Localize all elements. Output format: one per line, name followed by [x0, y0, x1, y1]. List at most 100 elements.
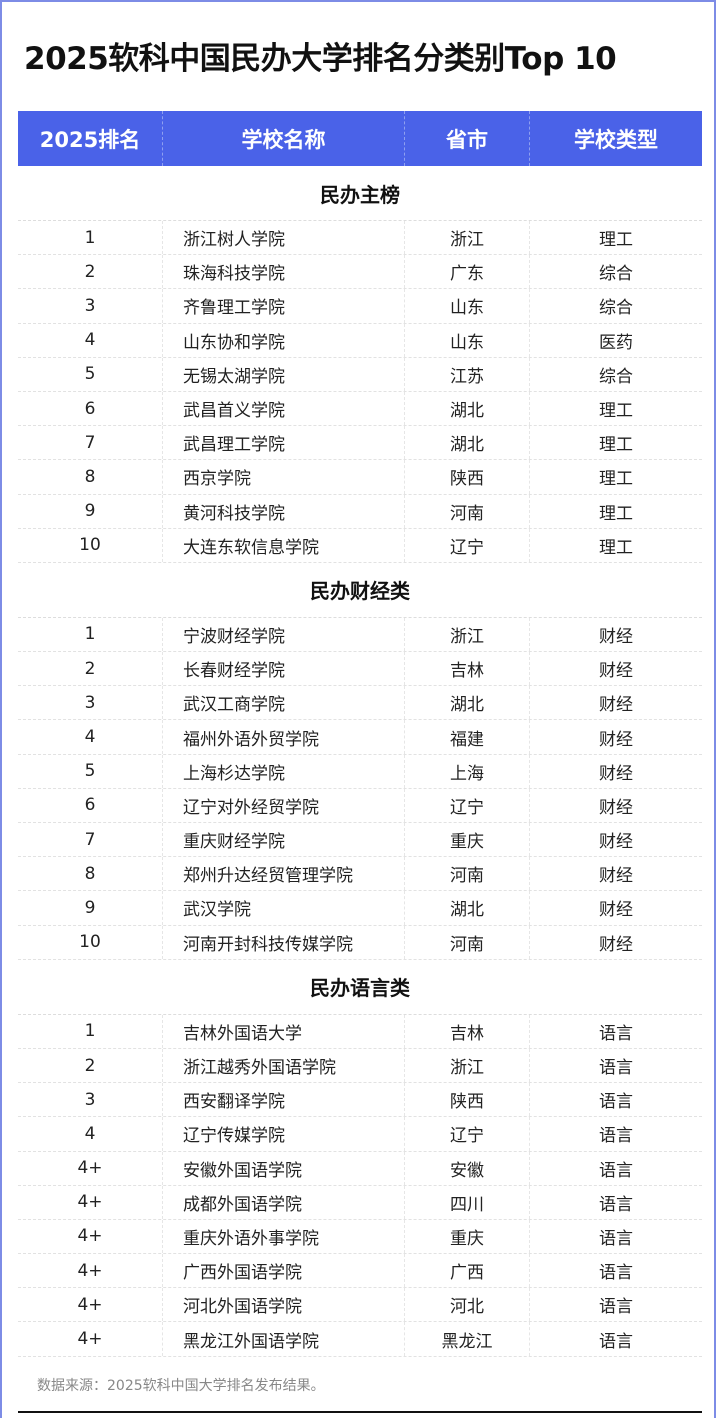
rank-cell: 4+	[77, 1158, 103, 1179]
table-row: 4+ 安徽外国语学院 安徽 语言	[18, 1151, 702, 1186]
table-row: 9 黄河科技学院 河南 理工	[18, 494, 702, 529]
type-cell: 理工	[529, 391, 702, 426]
school-cell: 吉林外国语大学	[162, 1014, 404, 1048]
province-cell: 浙江	[404, 617, 529, 652]
school-cell: 武昌首义学院	[162, 391, 404, 426]
rank-cell: 5	[84, 761, 96, 782]
type-cell: 财经	[529, 652, 702, 686]
province-cell: 河北	[404, 1288, 529, 1322]
school-cell: 重庆外语外事学院	[162, 1219, 404, 1254]
table-row: 4+ 广西外国语学院 广西 语言	[18, 1254, 702, 1289]
type-cell: 医药	[529, 323, 702, 357]
rank-cell: 1	[84, 1021, 96, 1042]
rank-cell: 4+	[77, 1226, 103, 1247]
rank-cell: 2	[84, 1055, 96, 1076]
school-cell: 辽宁传媒学院	[162, 1117, 404, 1151]
rank-cell: 7	[84, 829, 96, 850]
province-cell: 辽宁	[404, 1117, 529, 1151]
type-cell: 语言	[529, 1083, 702, 1117]
type-cell: 财经	[529, 686, 702, 720]
school-cell: 黄河科技学院	[162, 494, 404, 528]
rank-cell: 7	[84, 432, 96, 453]
province-cell: 吉林	[404, 652, 529, 686]
type-cell: 财经	[529, 857, 702, 891]
rank-cell: 8	[84, 466, 96, 487]
school-cell: 安徽外国语学院	[162, 1151, 404, 1185]
type-cell: 语言	[529, 1219, 702, 1254]
school-cell: 上海杉达学院	[162, 754, 404, 788]
rank-cell: 4	[84, 1123, 96, 1144]
school-cell: 长春财经学院	[162, 652, 404, 686]
rank-cell: 4+	[77, 1192, 103, 1213]
province-cell: 浙江	[404, 221, 529, 255]
header-school: 学校名称	[162, 111, 404, 166]
type-cell: 语言	[529, 1288, 702, 1322]
type-cell: 理工	[529, 494, 702, 528]
rank-cell: 9	[84, 501, 96, 522]
type-cell: 理工	[529, 528, 702, 562]
table-row: 1 吉林外国语大学 吉林 语言	[18, 1014, 702, 1049]
type-cell: 财经	[529, 823, 702, 857]
type-cell: 财经	[529, 891, 702, 925]
province-cell: 湖北	[404, 391, 529, 426]
table-row: 9 武汉学院 湖北 财经	[18, 891, 702, 926]
province-cell: 湖北	[404, 891, 529, 925]
section-heading: 民办语言类	[18, 960, 702, 1015]
table-row: 7 武昌理工学院 湖北 理工	[18, 426, 702, 461]
school-cell: 福州外语外贸学院	[162, 720, 404, 754]
school-cell: 西京学院	[162, 460, 404, 494]
table-row: 2 珠海科技学院 广东 综合	[18, 255, 702, 290]
school-cell: 武汉工商学院	[162, 686, 404, 720]
type-cell: 财经	[529, 925, 702, 959]
school-cell: 浙江越秀外国语学院	[162, 1048, 404, 1083]
type-cell: 语言	[529, 1117, 702, 1151]
table-row: 1 宁波财经学院 浙江 财经	[18, 617, 702, 653]
rank-cell: 4+	[77, 1329, 103, 1350]
type-cell: 综合	[529, 289, 702, 323]
school-cell: 黑龙江外国语学院	[162, 1322, 404, 1356]
rank-cell: 4+	[77, 1294, 103, 1315]
rank-cell: 3	[84, 295, 96, 316]
rank-cell: 6	[84, 795, 96, 816]
ranking-table: 2025排名 学校名称 省市 学校类型 民办主榜 1 浙江树人学院 浙江 理工 2 珠海科技…	[18, 111, 702, 1357]
type-cell: 财经	[529, 617, 702, 652]
rank-cell: 10	[79, 535, 101, 556]
table-row: 5 无锡太湖学院 江苏 综合	[18, 357, 702, 392]
section-heading: 民办主榜	[18, 166, 702, 221]
province-cell: 重庆	[404, 823, 529, 857]
table-row: 10 河南开封科技传媒学院 河南 财经	[18, 925, 702, 960]
province-cell: 广东	[404, 255, 529, 289]
table-row: 2 长春财经学院 吉林 财经	[18, 652, 702, 687]
table-row: 3 武汉工商学院 湖北 财经	[18, 686, 702, 721]
province-cell: 上海	[404, 754, 529, 788]
header-type: 学校类型	[529, 111, 702, 166]
header-rank: 2025排名	[39, 127, 141, 152]
table-row: 6 武昌首义学院 湖北 理工	[18, 391, 702, 427]
type-cell: 理工	[529, 426, 702, 460]
table-row: 8 郑州升达经贸管理学院 河南 财经	[18, 857, 702, 892]
province-cell: 重庆	[404, 1219, 529, 1254]
province-cell: 辽宁	[404, 528, 529, 562]
school-cell: 重庆财经学院	[162, 823, 404, 857]
school-cell: 武昌理工学院	[162, 426, 404, 460]
province-cell: 湖北	[404, 426, 529, 460]
header-province: 省市	[404, 111, 529, 166]
school-cell: 无锡太湖学院	[162, 357, 404, 391]
province-cell: 山东	[404, 289, 529, 323]
province-cell: 河南	[404, 925, 529, 959]
table-row: 4 山东协和学院 山东 医药	[18, 323, 702, 358]
rank-cell: 4	[84, 727, 96, 748]
school-cell: 河南开封科技传媒学院	[162, 925, 404, 959]
table-row: 4+ 重庆外语外事学院 重庆 语言	[18, 1219, 702, 1255]
table-row: 4 辽宁传媒学院 辽宁 语言	[18, 1117, 702, 1152]
rank-cell: 3	[84, 692, 96, 713]
table-header: 2025排名 学校名称 省市 学校类型	[18, 111, 702, 166]
type-cell: 综合	[529, 255, 702, 289]
school-cell: 齐鲁理工学院	[162, 289, 404, 323]
province-cell: 福建	[404, 720, 529, 754]
rank-cell: 3	[84, 1089, 96, 1110]
school-cell: 宁波财经学院	[162, 617, 404, 652]
school-cell: 郑州升达经贸管理学院	[162, 857, 404, 891]
rank-cell: 10	[79, 932, 101, 953]
